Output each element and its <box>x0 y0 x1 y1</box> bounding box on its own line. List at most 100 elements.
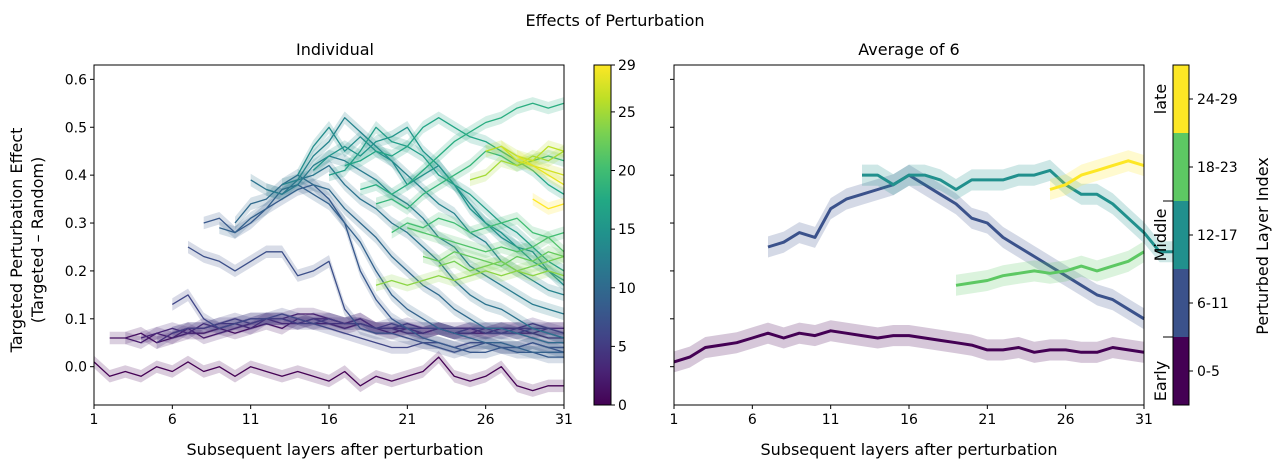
right-colorbar-bin-label-3: 18-23 <box>1197 160 1238 176</box>
right-colorbar-bin-0 <box>1173 337 1189 405</box>
right-band-0 <box>674 320 1144 373</box>
left-xtick-label-6: 6 <box>168 412 177 428</box>
colorbar-group-early: Early <box>1151 361 1170 401</box>
left-line-8 <box>203 184 564 358</box>
left-xtick-label-1: 1 <box>90 412 99 428</box>
left-y-axis-label-line2: (Targeted – Random) <box>28 157 47 323</box>
left-y-axis-label-line1: Targeted Perturbation Effect <box>7 128 26 354</box>
left-band-11 <box>250 159 564 345</box>
left-line-29 <box>532 198 565 210</box>
left-line-12 <box>266 155 565 315</box>
left-colorbar-tick-label-20: 20 <box>618 164 636 180</box>
left-band-29 <box>532 192 564 215</box>
left-band-7 <box>188 240 564 359</box>
left-band-5 <box>172 312 565 345</box>
left-colorbar-top-label: 29 <box>618 58 636 74</box>
left-xtick-label-21: 21 <box>398 412 416 428</box>
left-line-25 <box>469 150 565 181</box>
right-line-1 <box>767 173 1145 321</box>
left-colorbar-ticks: 0 5 10 15 20 25 <box>611 105 636 414</box>
colorbar-group-late: late <box>1151 84 1170 114</box>
left-line-9 <box>219 184 564 353</box>
right-line-2 <box>862 168 1176 254</box>
right-series-group <box>673 150 1176 373</box>
left-line-10 <box>234 174 564 344</box>
right-colorbar-bin-label-1: 6-11 <box>1197 296 1229 312</box>
left-ytick-label-4: 0.4 <box>65 168 87 184</box>
right-panel: Average of 6 1 6 11 16 21 26 31 Subsequent lay… <box>670 40 1176 459</box>
left-band-17 <box>344 111 564 201</box>
left-colorbar: 0 5 10 15 20 25 29 <box>593 58 636 414</box>
right-xtick-label-11: 11 <box>822 412 840 428</box>
left-line-20 <box>391 217 565 239</box>
right-xtick-label-21: 21 <box>978 412 996 428</box>
left-x-axis-label: Subsequent layers after perturbation <box>187 440 484 459</box>
left-ytick-label-0: 0.0 <box>65 360 87 376</box>
right-band-3 <box>956 241 1144 296</box>
left-colorbar-tick-label-0: 0 <box>618 398 627 414</box>
right-xtick-label-6: 6 <box>748 412 757 428</box>
left-x-ticks: 1 6 11 16 21 26 31 <box>90 405 573 428</box>
left-line-5 <box>172 318 565 339</box>
left-colorbar-gradient <box>593 64 612 406</box>
right-colorbar-bin-1 <box>1173 269 1189 337</box>
left-line-0 <box>93 356 564 392</box>
right-colorbar-bin-4 <box>1173 65 1189 133</box>
left-line-28 <box>516 155 565 186</box>
right-colorbar-frame <box>1172 64 1190 406</box>
right-colorbar-bin-3 <box>1173 133 1189 201</box>
right-colorbar-bin-label-4: 24-29 <box>1197 92 1238 108</box>
right-band-1 <box>768 164 1144 330</box>
left-colorbar-tick-label-25: 25 <box>618 105 636 121</box>
left-band-10 <box>235 168 564 349</box>
left-line-14 <box>297 126 565 286</box>
left-band-2 <box>125 307 565 349</box>
left-band-14 <box>297 121 564 292</box>
right-x-axis-label: Subsequent layers after perturbation <box>761 440 1058 459</box>
right-colorbar-bins: 0-5 6-11 12-17 18-23 24-29 <box>1163 64 1238 406</box>
right-band-2 <box>862 159 1176 263</box>
right-x-ticks: 1 6 11 16 21 26 31 <box>670 405 1153 428</box>
right-colorbar-bin-2 <box>1173 201 1189 269</box>
colorbar-group-middle: Middle <box>1151 209 1170 262</box>
left-xtick-label-11: 11 <box>242 412 260 428</box>
left-line-24 <box>375 270 565 286</box>
left-band-26 <box>485 140 564 167</box>
left-colorbar-tick-label-5: 5 <box>618 339 627 355</box>
right-xtick-label-26: 26 <box>1057 412 1075 428</box>
left-line-17 <box>344 117 565 195</box>
right-colorbar-bin-label-2: 12-17 <box>1197 228 1238 244</box>
left-band-0 <box>94 350 564 397</box>
right-colorbar: 0-5 6-11 12-17 18-23 24-29 Early Middle late… <box>1151 64 1272 406</box>
left-band-15 <box>313 121 564 287</box>
left-ytick-label-5: 0.5 <box>65 120 87 136</box>
right-xtick-label-16: 16 <box>900 412 918 428</box>
left-line-15 <box>312 126 565 282</box>
left-band-27 <box>501 140 564 182</box>
left-y-ticks: 0.0 0.1 0.2 0.3 0.4 0.5 0.6 <box>65 72 94 376</box>
left-band-3 <box>141 312 564 345</box>
left-band-22 <box>423 245 564 273</box>
left-band-13 <box>282 111 564 302</box>
left-ytick-label-6: 0.6 <box>65 72 87 88</box>
left-xtick-label-26: 26 <box>477 412 495 428</box>
left-ytick-label-3: 0.3 <box>65 216 87 232</box>
right-line-3 <box>955 250 1145 287</box>
right-line-4 <box>1049 159 1145 191</box>
left-line-18 <box>360 102 565 195</box>
right-line-0 <box>673 329 1145 364</box>
left-line-26 <box>485 145 565 162</box>
right-y-ticks <box>670 78 674 368</box>
left-colorbar-tick-label-15: 15 <box>618 222 636 238</box>
right-xtick-label-31: 31 <box>1135 412 1153 428</box>
left-band-19 <box>376 145 564 215</box>
figure-title: Effects of Perturbation <box>525 11 704 30</box>
right-xtick-label-1: 1 <box>670 412 679 428</box>
right-colorbar-label: Perturbed Layer Index <box>1253 157 1272 334</box>
left-colorbar-tick-label-10: 10 <box>618 281 636 297</box>
left-xtick-label-31: 31 <box>555 412 573 428</box>
right-panel-title: Average of 6 <box>858 40 959 59</box>
left-line-23 <box>438 255 565 272</box>
left-ytick-label-2: 0.2 <box>65 264 87 280</box>
